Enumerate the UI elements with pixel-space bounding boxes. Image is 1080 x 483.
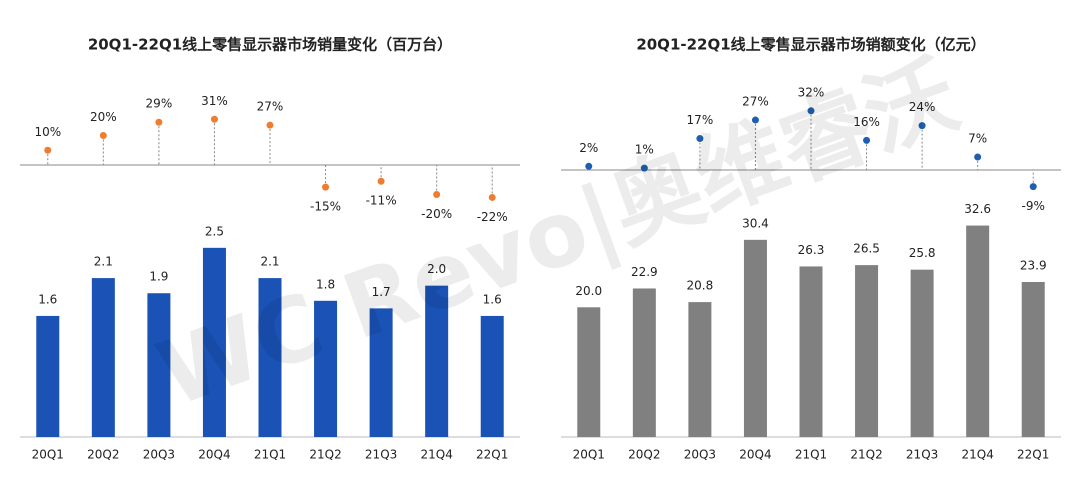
bar bbox=[91, 278, 115, 437]
bar bbox=[258, 278, 282, 437]
x-tick-label: 21Q2 bbox=[309, 448, 341, 462]
x-tick-label: 20Q2 bbox=[628, 448, 660, 462]
value-label: 2.1 bbox=[94, 255, 113, 269]
growth-label: 29% bbox=[146, 97, 173, 111]
chart-title: 20Q1-22Q1线上零售显示器市场销量变化（百万台） bbox=[88, 36, 452, 54]
bar bbox=[1021, 281, 1045, 437]
growth-dot bbox=[377, 177, 385, 185]
growth-label: 32% bbox=[798, 85, 825, 99]
value-label: 1.6 bbox=[38, 292, 57, 306]
x-tick-label: 20Q4 bbox=[198, 448, 230, 462]
growth-label: 24% bbox=[909, 100, 936, 114]
growth-label: 2% bbox=[579, 141, 598, 155]
x-tick-label: 22Q1 bbox=[1017, 448, 1049, 462]
growth-label: 31% bbox=[201, 94, 228, 108]
value-label: 25.8 bbox=[909, 246, 936, 260]
value-label: 1.9 bbox=[149, 270, 168, 284]
growth-dot bbox=[696, 135, 704, 143]
bar bbox=[799, 266, 823, 437]
bar bbox=[202, 247, 226, 437]
growth-label: 27% bbox=[742, 95, 769, 109]
x-tick-label: 21Q1 bbox=[795, 448, 827, 462]
value-label: 32.6 bbox=[964, 202, 991, 216]
growth-label: -9% bbox=[1022, 199, 1045, 213]
value-label: 1.7 bbox=[372, 285, 391, 299]
bar bbox=[910, 269, 934, 437]
x-tick-label: 21Q3 bbox=[906, 448, 938, 462]
bar bbox=[855, 265, 879, 437]
x-tick-label: 20Q3 bbox=[684, 448, 716, 462]
growth-dot bbox=[155, 118, 163, 126]
bar bbox=[314, 300, 338, 437]
growth-dot bbox=[44, 146, 52, 154]
value-label: 20.8 bbox=[687, 279, 714, 293]
growth-label: -22% bbox=[477, 210, 508, 224]
growth-dot bbox=[807, 107, 815, 115]
growth-dot bbox=[974, 153, 982, 161]
growth-label: -20% bbox=[421, 207, 452, 221]
growth-dot bbox=[210, 115, 218, 123]
bar bbox=[743, 239, 767, 437]
growth-label: 7% bbox=[968, 132, 987, 146]
value-label: 22.9 bbox=[631, 265, 658, 279]
growth-label: 17% bbox=[687, 113, 714, 127]
x-tick-label: 22Q1 bbox=[476, 448, 508, 462]
x-tick-label: 20Q2 bbox=[87, 448, 119, 462]
bar bbox=[632, 288, 656, 437]
value-label: 23.9 bbox=[1020, 258, 1047, 272]
growth-dot bbox=[640, 164, 648, 172]
growth-dot bbox=[585, 162, 593, 170]
bar bbox=[577, 307, 601, 437]
growth-dot bbox=[488, 193, 496, 201]
x-tick-label: 20Q1 bbox=[573, 448, 605, 462]
growth-dot bbox=[266, 121, 274, 129]
value-label: 1.8 bbox=[316, 277, 335, 291]
chart-title: 20Q1-22Q1线上零售显示器市场销额变化（亿元） bbox=[636, 36, 985, 54]
growth-label: -15% bbox=[310, 200, 341, 214]
bar bbox=[425, 285, 449, 437]
bar bbox=[480, 315, 504, 437]
growth-label: 20% bbox=[90, 110, 117, 124]
x-tick-label: 21Q4 bbox=[420, 448, 452, 462]
x-tick-label: 21Q4 bbox=[961, 448, 993, 462]
value-label: 1.6 bbox=[483, 292, 502, 306]
growth-dot bbox=[322, 183, 330, 191]
bar bbox=[147, 293, 171, 437]
growth-dot bbox=[433, 191, 441, 198]
growth-label: 27% bbox=[257, 100, 284, 114]
value-label: 26.3 bbox=[798, 243, 825, 257]
value-label: 26.5 bbox=[853, 242, 880, 256]
x-tick-label: 20Q3 bbox=[143, 448, 175, 462]
growth-label: -11% bbox=[366, 194, 397, 208]
bar bbox=[688, 302, 712, 437]
growth-label: 16% bbox=[853, 115, 880, 129]
value-label: 20.0 bbox=[575, 284, 602, 298]
bar bbox=[36, 315, 60, 437]
growth-dot bbox=[918, 122, 926, 130]
growth-dot bbox=[751, 116, 759, 124]
growth-label: 10% bbox=[34, 125, 61, 139]
bar bbox=[369, 308, 393, 437]
value-label: 2.5 bbox=[205, 224, 224, 238]
x-tick-label: 20Q4 bbox=[739, 448, 771, 462]
value-label: 30.4 bbox=[742, 216, 769, 230]
x-tick-label: 21Q1 bbox=[254, 448, 286, 462]
x-tick-label: 20Q1 bbox=[32, 448, 64, 462]
x-tick-label: 21Q3 bbox=[365, 448, 397, 462]
growth-label: 1% bbox=[635, 143, 654, 157]
growth-dot bbox=[1029, 183, 1037, 191]
x-tick-label: 21Q2 bbox=[850, 448, 882, 462]
value-label: 2.1 bbox=[260, 255, 279, 269]
growth-dot bbox=[863, 136, 871, 144]
value-label: 2.0 bbox=[427, 262, 446, 276]
bar bbox=[966, 225, 990, 437]
growth-dot bbox=[99, 132, 107, 139]
